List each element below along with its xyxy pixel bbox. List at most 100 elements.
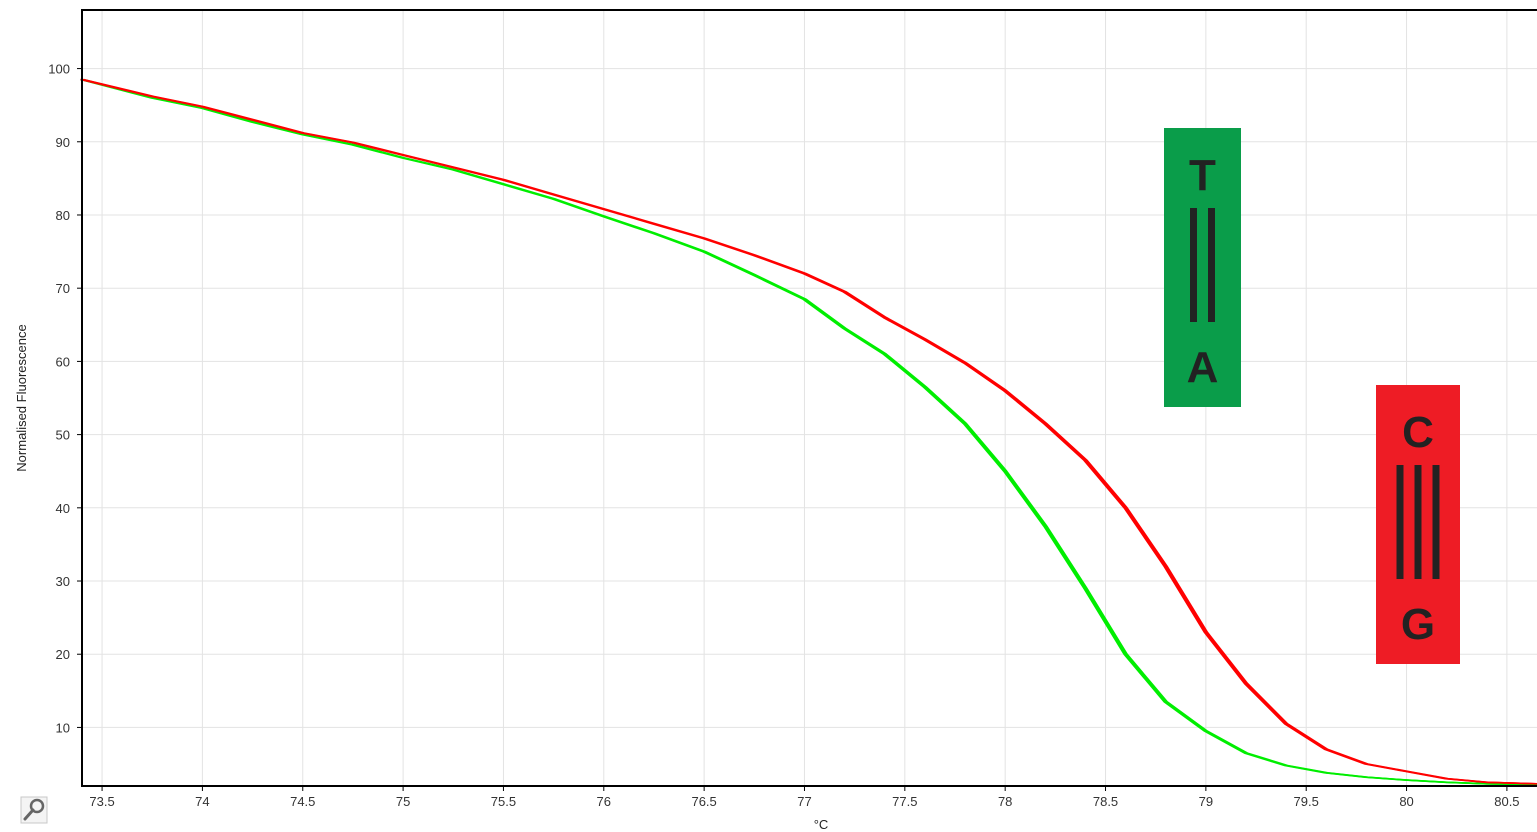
data-point [1405, 770, 1408, 773]
x-tick-label: 74.5 [290, 794, 315, 809]
data-point [1325, 748, 1328, 751]
data-point [703, 237, 705, 240]
data-point [1445, 781, 1448, 784]
data-point [753, 254, 756, 257]
data-point [1285, 722, 1287, 725]
data-point [964, 422, 966, 425]
data-point [251, 119, 254, 121]
data-point [602, 208, 605, 210]
y-tick-label: 40 [56, 501, 70, 516]
data-point [301, 132, 304, 134]
data-point [1445, 777, 1448, 780]
y-axis-ticks: 10 20 30 40 50 60 70 80 90 100 [48, 62, 82, 735]
series-line [83, 78, 1537, 785]
data-point [201, 105, 204, 108]
data-point [1164, 565, 1167, 568]
data-point [1084, 459, 1087, 462]
y-tick-label: 10 [56, 720, 70, 735]
y-tick-label: 70 [56, 281, 70, 296]
data-point [703, 250, 705, 253]
y-tick-label: 60 [56, 354, 70, 369]
data-point [1044, 422, 1047, 425]
x-tick-label: 80.5 [1494, 794, 1519, 809]
bond-bar [1208, 208, 1215, 322]
data-point [502, 183, 505, 186]
y-tick-label: 90 [56, 135, 70, 150]
data-point [883, 353, 886, 355]
data-point [1124, 507, 1127, 509]
x-tick-label: 79.5 [1294, 794, 1319, 809]
data-point [1084, 587, 1087, 590]
data-point [1044, 525, 1047, 527]
data-point [552, 193, 555, 196]
x-tick-label: 79 [1199, 794, 1213, 809]
wrench-icon [20, 796, 48, 824]
data-point [452, 166, 455, 169]
data-point [1004, 389, 1006, 392]
data-point [924, 386, 926, 388]
data-point [1245, 682, 1247, 685]
data-point [151, 95, 154, 98]
bond-bar [1414, 465, 1422, 579]
x-tick-label: 75 [396, 794, 410, 809]
x-axis-title: °C [814, 817, 829, 832]
annotation-top-base: C [1402, 408, 1434, 457]
data-point [1365, 776, 1368, 779]
x-tick-label: 73.5 [89, 794, 114, 809]
annotation-top-base: T [1189, 151, 1216, 200]
data-point [843, 291, 846, 293]
x-tick-label: 78.5 [1093, 794, 1118, 809]
x-tick-label: 76.5 [691, 794, 716, 809]
data-point [251, 121, 254, 123]
bond-bar [1190, 208, 1197, 322]
data-point [352, 143, 354, 146]
data-point [653, 232, 655, 235]
data-point [1486, 781, 1488, 784]
bond-bar [1396, 465, 1404, 579]
y-tick-label: 30 [56, 574, 70, 589]
data-point [502, 179, 505, 181]
data-point [1205, 730, 1207, 732]
data-point [1285, 764, 1287, 767]
x-tick-label: 75.5 [491, 794, 516, 809]
settings-tool-icon[interactable] [20, 796, 48, 824]
data-point [1365, 763, 1368, 765]
x-tick-label: 80 [1399, 794, 1413, 809]
data-point [653, 222, 655, 225]
x-tick-label: 78 [998, 794, 1012, 809]
data-point [1405, 779, 1408, 781]
data-point [402, 154, 404, 156]
data-point [1164, 701, 1167, 703]
plot-frame [81, 9, 1537, 787]
data-point [1124, 653, 1127, 656]
data-point [352, 141, 354, 144]
annotation-bottom-base: G [1401, 600, 1435, 649]
x-tick-label: 74 [195, 794, 209, 809]
data-point [803, 272, 806, 275]
data-series [80, 78, 1537, 786]
data-point [964, 362, 966, 364]
data-point [843, 327, 846, 330]
data-point [1325, 772, 1328, 774]
x-tick-label: 77 [797, 794, 811, 809]
annotation-bottom-base: A [1187, 343, 1219, 392]
data-point [753, 274, 756, 276]
x-tick-label: 77.5 [892, 794, 917, 809]
x-tick-label: 76 [597, 794, 611, 809]
data-point [883, 316, 886, 319]
y-tick-label: 50 [56, 428, 70, 443]
data-point [924, 338, 926, 341]
data-point [1486, 783, 1488, 785]
y-axis-title: Normalised Fluorescence [14, 324, 29, 471]
data-point [602, 215, 605, 218]
y-tick-label: 80 [56, 208, 70, 223]
series-line [83, 78, 1537, 786]
x-axis-ticks: 73.5 74 74.5 75 75.5 76 76.5 77 77.5 78 78.5 79 79.5… [89, 786, 1520, 809]
annotation-box [1164, 128, 1241, 407]
data-point [402, 157, 404, 159]
base-pair-annotations: T A C G [1164, 128, 1460, 664]
y-tick-label: 20 [56, 647, 70, 662]
data-point [1004, 470, 1006, 473]
